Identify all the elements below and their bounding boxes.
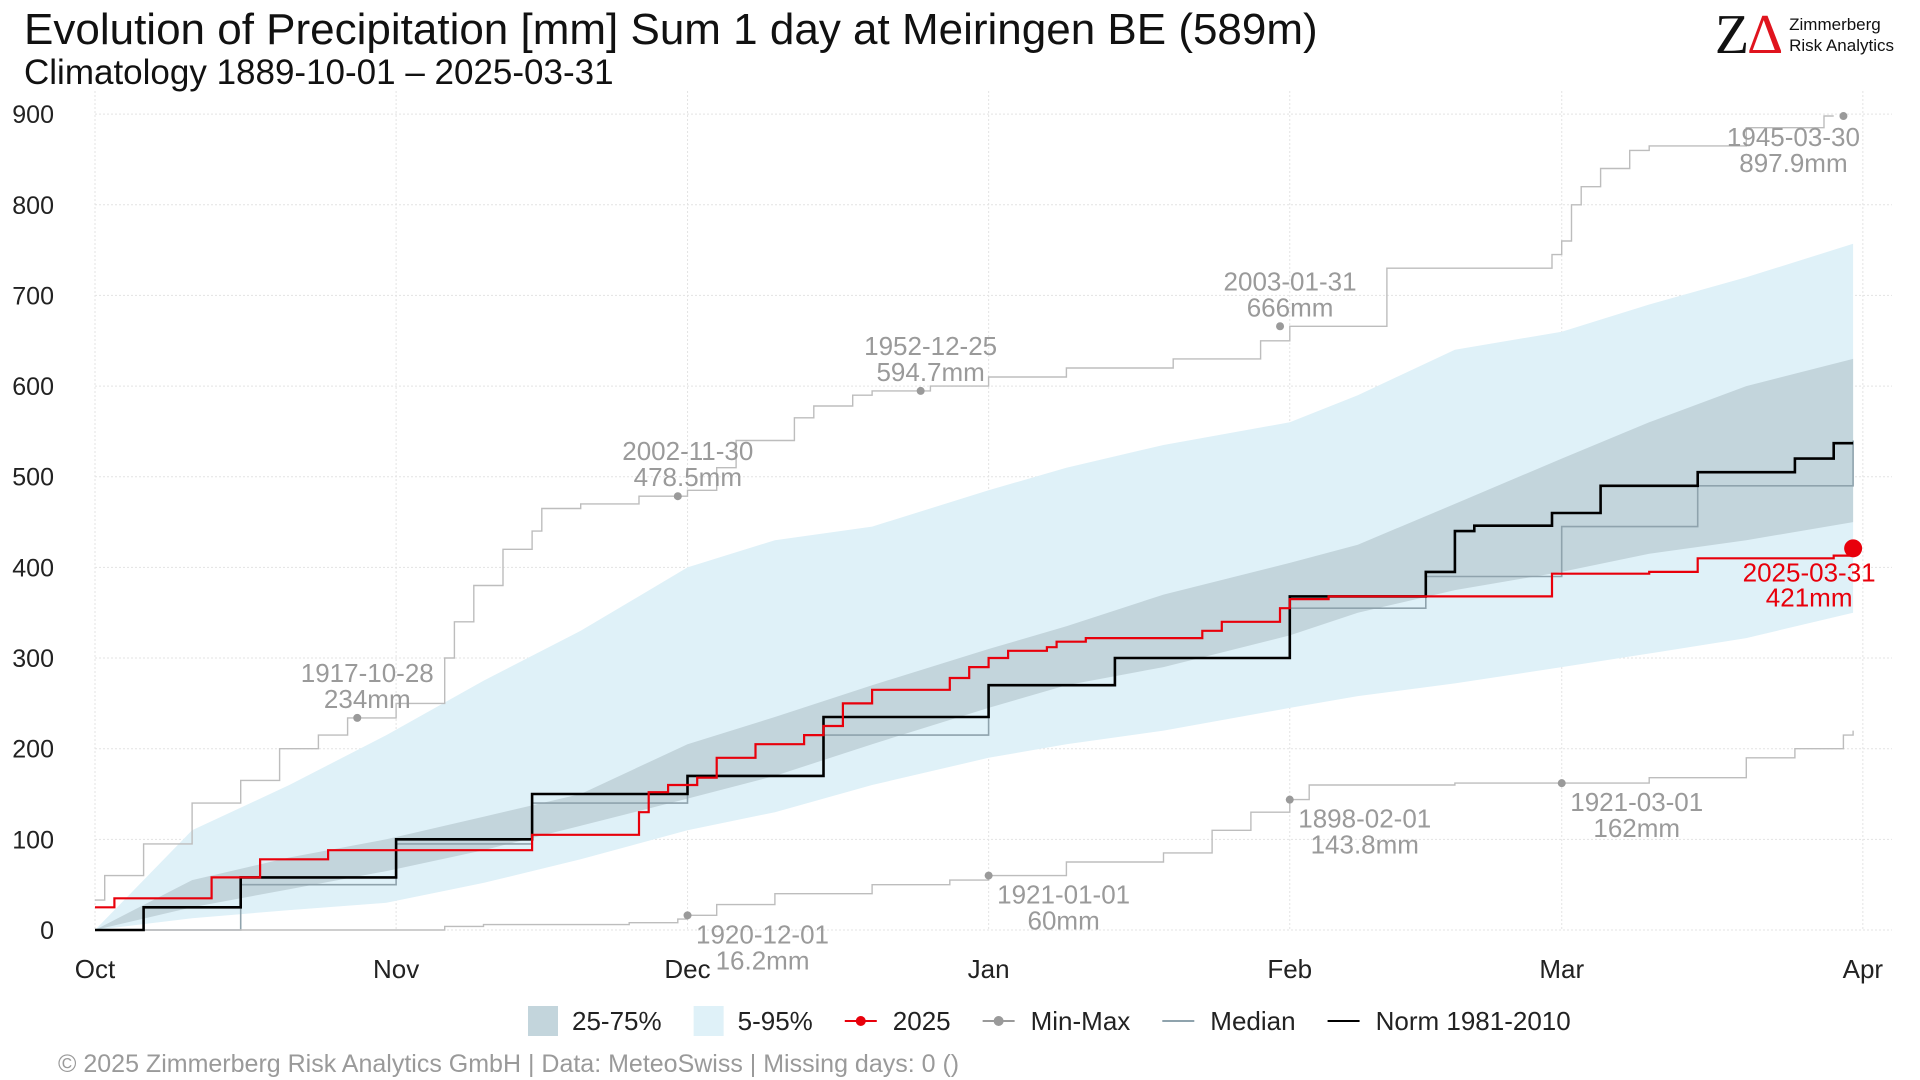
record-value-label: 60mm: [1028, 906, 1100, 936]
record-date-label: 1921-01-01: [997, 880, 1130, 910]
y-tick-label: 400: [12, 554, 54, 582]
company-logo: ZΔ Zimmerberg Risk Analytics: [1715, 7, 1894, 63]
record-date-label: 1898-02-01: [1298, 804, 1431, 834]
y-tick-label: 900: [12, 101, 54, 129]
x-tick-label: Feb: [1267, 954, 1312, 984]
record-point: [1285, 795, 1294, 804]
record-point: [984, 871, 993, 880]
y-tick-label: 800: [12, 192, 54, 220]
record-value-label: 16.2mm: [716, 945, 810, 975]
record-value-label: 162mm: [1593, 813, 1680, 843]
record-date-label: 1945-03-30: [1727, 122, 1860, 152]
x-tick-label: Oct: [75, 954, 116, 984]
y-tick-label: 0: [40, 917, 54, 945]
x-tick-label: Apr: [1843, 954, 1884, 984]
logo-mark: ZΔ: [1715, 7, 1783, 63]
legend-swatch: [528, 1006, 558, 1036]
chart-legend: 25-75% 5-95% 2025 Min-Max Median Norm 1981-20…: [528, 1006, 1571, 1036]
record-value-label: 594.7mm: [876, 357, 984, 387]
logo-mark-z: Z: [1714, 4, 1749, 66]
record-value-label: 234mm: [324, 684, 411, 714]
y-tick-label: 600: [12, 373, 54, 401]
x-tick-label: Mar: [1539, 954, 1584, 984]
legend-item: Min-Max: [982, 1006, 1131, 1036]
logo-line-2: Risk Analytics: [1789, 36, 1894, 55]
record-point: [1557, 779, 1566, 788]
record-date-label: 2002-11-30: [622, 436, 753, 466]
legend-item: 25-75%: [528, 1006, 662, 1036]
norm-line: [95, 441, 1854, 932]
record-point: [1839, 112, 1848, 121]
legend-swatch-dot: [993, 1016, 1004, 1026]
band-5-95: [95, 243, 1854, 931]
legend-label: 2025: [893, 1006, 951, 1036]
band-25-75: [95, 358, 1854, 930]
record-date-label: 1921-03-01: [1570, 787, 1703, 817]
legend-label: Norm 1981-2010: [1376, 1006, 1571, 1036]
x-tick-label: Dec: [664, 954, 710, 984]
chart-subtitle: Climatology 1889-10-01 – 2025-03-31: [24, 53, 614, 92]
record-date-label: 1952-12-25: [864, 331, 997, 361]
legend-label: 5-95%: [738, 1006, 813, 1036]
record-point: [916, 386, 925, 395]
record-date-label: 2003-01-31: [1224, 266, 1357, 296]
legend-item: 2025: [844, 1006, 951, 1036]
record-point: [353, 713, 362, 722]
y-axis: 0 100 200 300 400 500 600 700 800 900: [12, 101, 54, 945]
record-value-label: 143.8mm: [1311, 830, 1419, 860]
footer-credit: © 2025 Zimmerberg Risk Analytics GmbH | …: [58, 1050, 960, 1078]
record-point: [1276, 322, 1285, 331]
legend-label: 25-75%: [572, 1006, 662, 1036]
current-date-label: 2025-03-31: [1743, 557, 1876, 587]
x-tick-label: Nov: [373, 954, 419, 984]
legend-label: Median: [1210, 1006, 1295, 1036]
record-value-label: 666mm: [1247, 292, 1334, 322]
record-value-label: 897.9mm: [1739, 148, 1847, 178]
logo-line-1: Zimmerberg: [1789, 15, 1881, 34]
logo-text: Zimmerberg Risk Analytics: [1789, 14, 1894, 56]
y-tick-label: 200: [12, 736, 54, 764]
x-axis: Oct Nov Dec Jan Feb Mar Apr: [75, 954, 1884, 984]
legend-item: Norm 1981-2010: [1327, 1006, 1571, 1036]
record-point: [673, 492, 682, 501]
minmax-max-line: [95, 115, 1834, 901]
legend-label: Min-Max: [1031, 1006, 1131, 1036]
legend-swatch: [693, 1006, 724, 1036]
y-tick-label: 500: [12, 464, 54, 492]
current-point: [1844, 539, 1863, 558]
y-tick-label: 700: [12, 282, 54, 310]
current-year-line: [95, 548, 1855, 909]
legend-item: 5-95%: [693, 1006, 813, 1036]
legend-item: Median: [1162, 1006, 1296, 1036]
y-tick-label: 300: [12, 645, 54, 673]
record-date-label: 1920-12-01: [696, 919, 829, 949]
minmax-min-line: [95, 730, 1854, 931]
legend-swatch-dot: [855, 1016, 866, 1026]
record-value-label: 478.5mm: [634, 462, 742, 492]
chart-title: Evolution of Precipitation [mm] Sum 1 da…: [24, 5, 1318, 54]
record-point: [683, 911, 692, 920]
y-tick-label: 100: [12, 826, 54, 854]
record-date-label: 1917-10-28: [301, 658, 434, 688]
x-tick-label: Jan: [968, 954, 1010, 984]
current-value-label: 421mm: [1766, 582, 1853, 612]
logo-mark-delta: Δ: [1747, 4, 1783, 66]
